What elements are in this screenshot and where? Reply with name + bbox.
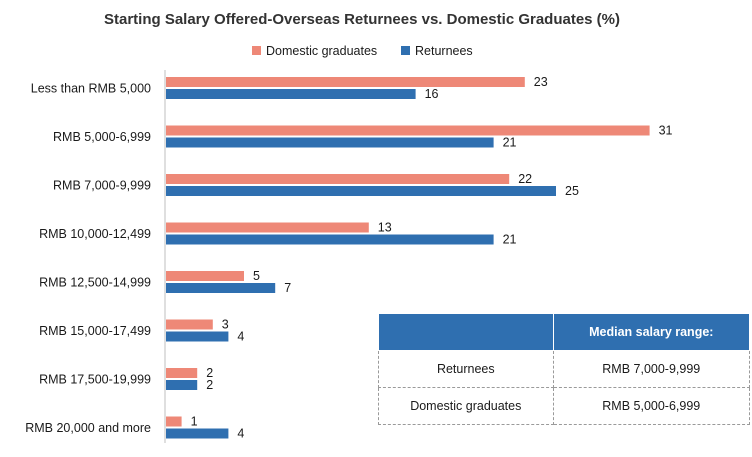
table-header-cell [378,313,554,351]
data-label-returnees: 21 [503,233,517,247]
bar-returnees [166,137,494,148]
bars [166,77,650,439]
category-label: RMB 20,000 and more [25,421,151,435]
category-label: RMB 17,500-19,999 [39,373,151,387]
bar-returnees [166,186,556,196]
category-label: RMB 10,000-12,499 [39,227,151,241]
bar-domestic [166,368,198,378]
data-label-returnees: 4 [237,330,244,344]
bar-domestic [166,125,650,136]
table-cell-group: Domestic graduates [378,387,554,425]
legend-label-returnees: Returnees [415,44,473,58]
category-label: Less than RMB 5,000 [31,82,151,96]
table-row: Domestic graduates RMB 5,000-6,999 [378,387,751,425]
category-label: RMB 12,500-14,999 [39,276,151,290]
category-label: RMB 15,000-17,499 [39,324,151,338]
bar-returnees [166,428,229,439]
table-cell-range: RMB 7,000-9,999 [552,350,751,388]
data-label-domestic: 31 [659,124,673,138]
bar-domestic [166,319,213,330]
bar-domestic [166,77,525,87]
data-label-returnees: 16 [425,87,439,101]
data-label-returnees: 21 [503,136,517,150]
data-label-domestic: 22 [518,172,532,186]
table-header-cell: Median salary range: [552,313,751,351]
median-salary-table: Median salary range: Returnees RMB 7,000… [378,313,751,425]
category-label: RMB 5,000-6,999 [53,130,151,144]
table-cell-range: RMB 5,000-6,999 [552,387,751,425]
legend-swatch-returnees [401,46,410,55]
data-label-returnees: 4 [237,427,244,441]
legend: Domestic graduates Returnees [252,44,473,58]
bar-returnees [166,283,276,293]
data-label-returnees: 25 [565,184,579,198]
data-label-domestic: 13 [378,221,392,235]
chart-title: Starting Salary Offered-Overseas Returne… [104,11,620,28]
data-label-returnees: 7 [284,281,291,295]
bar-returnees [166,380,198,390]
table-header-row: Median salary range: [378,313,751,351]
legend-label-domestic: Domestic graduates [266,44,377,58]
bar-domestic [166,271,244,281]
table-cell-group: Returnees [378,350,554,388]
bar-returnees [166,234,494,245]
category-labels: Less than RMB 5,000 RMB 5,000-6,999 RMB 7,… [25,82,151,436]
data-label-returnees: 2 [206,378,213,392]
data-label-domestic: 5 [253,269,260,283]
data-label-domestic: 1 [191,415,198,429]
bar-domestic [166,222,369,233]
data-label-domestic: 2 [206,366,213,380]
bar-returnees [166,331,229,342]
category-label: RMB 7,000-9,999 [53,179,151,193]
data-label-domestic: 3 [222,318,229,332]
bar-domestic [166,174,510,184]
bar-domestic [166,416,182,427]
table-row: Returnees RMB 7,000-9,999 [378,350,751,388]
legend-swatch-domestic [252,46,261,55]
bar-returnees [166,89,416,99]
data-label-domestic: 23 [534,75,548,89]
